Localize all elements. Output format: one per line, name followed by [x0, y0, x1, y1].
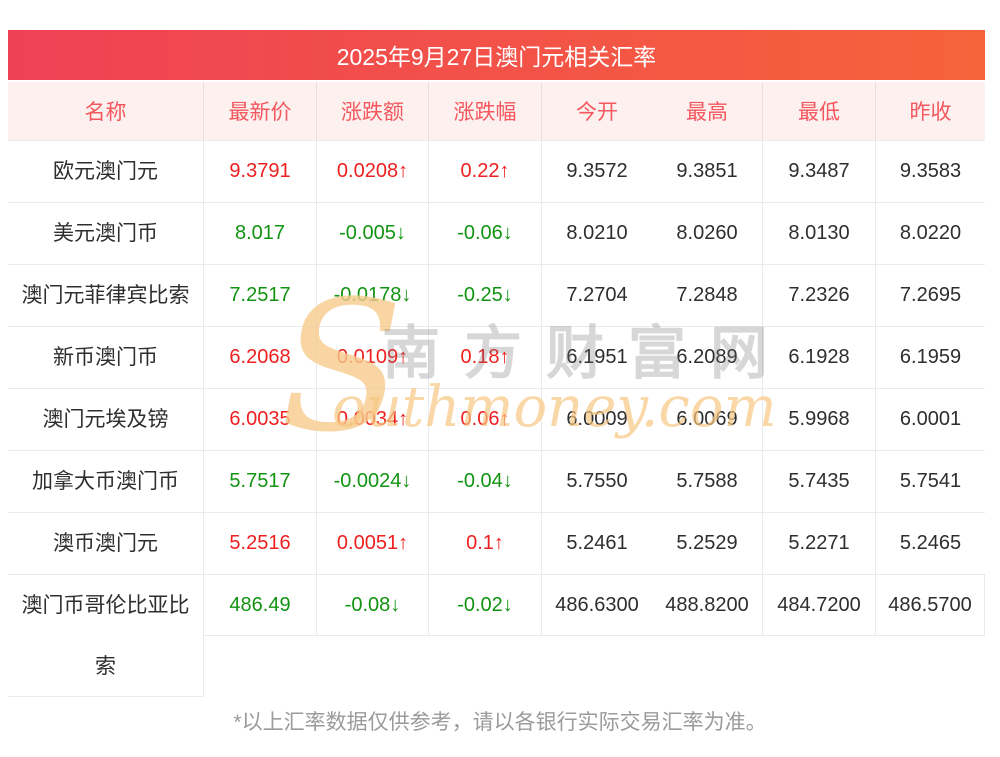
column-header-low: 最低: [763, 82, 876, 140]
cell-open: 5.7550: [566, 470, 628, 492]
cell-prev-close: 5.2465: [899, 532, 962, 554]
cell-low: 9.3487: [763, 141, 876, 202]
disclaimer-note: *以上汇率数据仅供参考，请以各银行实际交易汇率为准。: [233, 711, 767, 734]
cell-prev-close: 6.0001: [899, 408, 962, 430]
cell-low: 8.0130: [763, 203, 876, 264]
cell-pair-name: 新币澳门币: [8, 327, 204, 388]
cell-latest-price: 5.7517: [204, 451, 317, 512]
title-bar: 2025年9月27日澳门元相关汇率: [8, 30, 985, 80]
cell-change-amount: -0.0178↓: [317, 265, 429, 326]
cell-change-percent: -0.06↓: [429, 203, 542, 264]
cell-low: 6.1928: [763, 327, 876, 388]
cell-high: 5.2529: [652, 513, 763, 574]
cell-open: 9.3572: [566, 160, 628, 182]
cell-latest-price: 9.3791: [204, 141, 317, 202]
cell-high: 6.2089: [652, 327, 763, 388]
cell-change-amount: -0.005↓: [317, 203, 429, 264]
cell-latest-price: 6.0035: [204, 389, 317, 450]
cell-latest-price: 6.2068: [204, 327, 317, 388]
cell-high: 9.3851: [652, 141, 763, 202]
cell-open: 7.2704: [566, 284, 628, 306]
column-header-open: 今开: [576, 101, 618, 124]
cell-pair-name: 加拿大币澳门币: [8, 451, 204, 512]
cell-change-percent: 0.1↑: [429, 513, 542, 574]
cell-change-amount: 0.0034↑: [317, 389, 429, 450]
cell-high: 488.8200: [652, 575, 763, 636]
cell-prev-close: 8.0220: [899, 222, 962, 244]
cell-open: 5.2461: [566, 532, 628, 554]
table-body: 欧元澳门元 9.3791 0.0208↑ 0.22↑ 9.3572 9.3851…: [8, 140, 985, 697]
table-row: 澳门币哥伦比亚比索 486.49 -0.08↓ -0.02↓ 486.6300 …: [8, 574, 985, 697]
table-row: 加拿大币澳门币 5.7517 -0.0024↓ -0.04↓ 5.7550 5.…: [8, 450, 985, 512]
cell-change-amount: 0.0208↑: [317, 141, 429, 202]
cell-prev-close: 7.2695: [899, 284, 962, 306]
table-header-row: 名称 最新价 涨跌额 涨跌幅 今开 最高 最低 昨收: [8, 82, 985, 140]
cell-change-percent: 0.18↑: [429, 327, 542, 388]
cell-pair-name: 澳门元菲律宾比索: [8, 265, 204, 326]
column-header-latest: 最新价: [204, 82, 317, 140]
cell-pair-name: 澳币澳门元: [8, 513, 204, 574]
cell-latest-price: 486.49: [204, 575, 317, 636]
cell-change-percent: -0.02↓: [429, 575, 542, 636]
cell-low: 5.9968: [763, 389, 876, 450]
cell-low: 484.7200: [763, 575, 876, 636]
rates-table: 名称 最新价 涨跌额 涨跌幅 今开 最高 最低 昨收 欧元澳门元 9.3791 …: [8, 82, 985, 697]
cell-prev-close: 9.3583: [899, 160, 962, 182]
cell-change-amount: -0.0024↓: [317, 451, 429, 512]
column-header-name: 名称: [8, 82, 204, 140]
cell-high: 8.0260: [652, 203, 763, 264]
page-title: 2025年9月27日澳门元相关汇率: [336, 44, 657, 70]
cell-high: 7.2848: [652, 265, 763, 326]
cell-change-percent: -0.25↓: [429, 265, 542, 326]
cell-pair-name: 欧元澳门元: [8, 141, 204, 202]
table-row: 澳门元埃及镑 6.0035 0.0034↑ 0.06↑ 6.0009 6.006…: [8, 388, 985, 450]
cell-open: 8.0210: [566, 222, 628, 244]
cell-high: 6.0069: [652, 389, 763, 450]
cell-change-percent: -0.04↓: [429, 451, 542, 512]
cell-latest-price: 8.017: [204, 203, 317, 264]
cell-prev-close: 486.5700: [876, 575, 985, 636]
column-header-prev: 昨收: [909, 101, 952, 124]
cell-change-amount: -0.08↓: [317, 575, 429, 636]
cell-open: 6.0009: [566, 408, 628, 430]
column-header-change: 涨跌额: [317, 82, 429, 140]
cell-low: 7.2326: [763, 265, 876, 326]
column-header-pct: 涨跌幅: [429, 82, 542, 140]
cell-pair-name: 澳门元埃及镑: [8, 389, 204, 450]
cell-prev-close: 5.7541: [899, 470, 962, 492]
cell-open: 486.6300: [542, 575, 652, 636]
cell-change-amount: 0.0109↑: [317, 327, 429, 388]
cell-open: 6.1951: [566, 346, 628, 368]
cell-pair-name: 美元澳门币: [8, 203, 204, 264]
cell-change-percent: 0.22↑: [429, 141, 542, 202]
table-row: 欧元澳门元 9.3791 0.0208↑ 0.22↑ 9.3572 9.3851…: [8, 140, 985, 202]
table-row: 新币澳门币 6.2068 0.0109↑ 0.18↑ 6.1951 6.2089…: [8, 326, 985, 388]
cell-latest-price: 5.2516: [204, 513, 317, 574]
cell-low: 5.2271: [763, 513, 876, 574]
table-row: 美元澳门币 8.017 -0.005↓ -0.06↓ 8.0210 8.0260…: [8, 202, 985, 264]
cell-pair-name: 澳门币哥伦比亚比索: [8, 575, 204, 697]
cell-latest-price: 7.2517: [204, 265, 317, 326]
cell-change-amount: 0.0051↑: [317, 513, 429, 574]
cell-prev-close: 6.1959: [899, 346, 962, 368]
cell-low: 5.7435: [763, 451, 876, 512]
table-row: 澳币澳门元 5.2516 0.0051↑ 0.1↑ 5.2461 5.2529 …: [8, 512, 985, 574]
cell-high: 5.7588: [652, 451, 763, 512]
table-row: 澳门元菲律宾比索 7.2517 -0.0178↓ -0.25↓ 7.2704 7…: [8, 264, 985, 326]
column-header-high: 最高: [652, 82, 763, 140]
cell-change-percent: 0.06↑: [429, 389, 542, 450]
